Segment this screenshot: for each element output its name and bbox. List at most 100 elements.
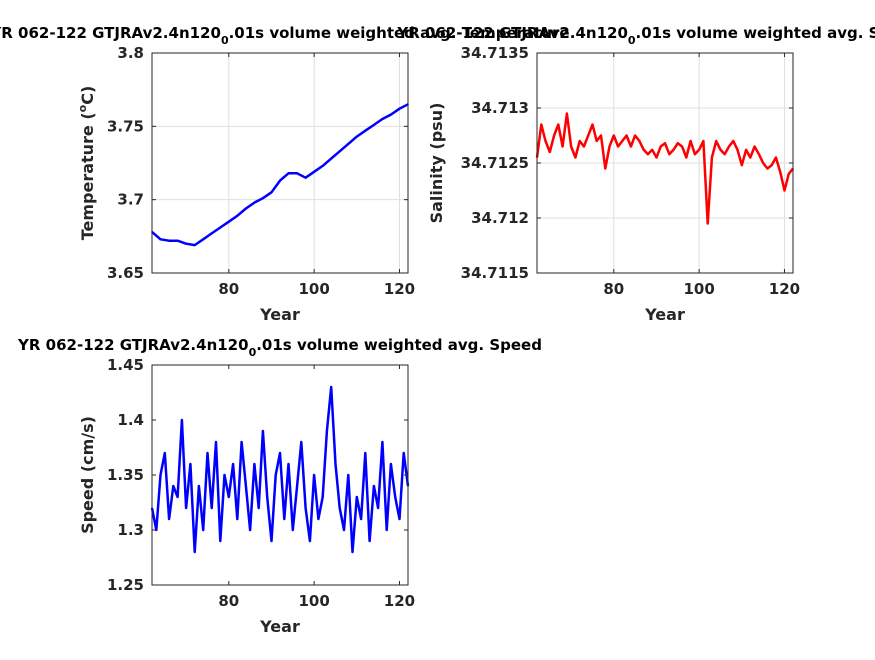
speed-point (240, 441, 243, 443)
temperature-point (304, 176, 307, 179)
temperature-title: YR 062-122 GTJRAv2.4n1200.01s volume wei… (0, 24, 570, 47)
salinity-title: YR 062-122 GTJRAv2.4n1200.01s volume wei… (396, 24, 875, 47)
speed-xtick-label: 120 (384, 592, 415, 610)
temperature-point (364, 129, 367, 132)
salinity-point (642, 149, 645, 151)
salinity-point (664, 142, 666, 144)
salinity-ticks: 80 100 120 34.7115 34.712 34.7125 34.713 34.713… (461, 44, 800, 298)
temperature-ytick-label: 3.75 (107, 117, 144, 135)
temperature-point (296, 172, 298, 175)
speed-xtick-label: 100 (298, 592, 329, 610)
speed-point (385, 529, 388, 531)
salinity-point (677, 142, 679, 144)
salinity-point (783, 189, 786, 192)
salinity-xtick-label: 80 (603, 280, 624, 298)
salinity-point (728, 145, 730, 148)
temperature-point (381, 118, 384, 120)
salinity-point (651, 149, 653, 151)
salinity-point (702, 140, 705, 142)
temperature-point (330, 157, 333, 160)
salinity-ytick-label: 34.7115 (461, 264, 529, 282)
salinity-point (630, 145, 632, 148)
salinity-point (574, 156, 577, 159)
speed-point (168, 518, 170, 520)
temperature-series (151, 103, 409, 247)
speed-point (189, 463, 192, 465)
temperature-point (210, 232, 213, 235)
temperature-panel: 80 100 120 3.65 3.7 3.75 3.8 YR 062-122 GTJRAv… (0, 24, 570, 324)
speed-point (215, 441, 217, 443)
salinity-point (719, 149, 722, 151)
temperature-ticks: 80 100 120 3.65 3.7 3.75 3.8 (107, 44, 415, 298)
temperature-point (176, 239, 179, 242)
salinity-ytick-label: 34.713 (471, 99, 529, 117)
salinity-point (758, 153, 760, 155)
salinity-point (745, 149, 747, 151)
speed-ytick-label: 1.25 (107, 576, 144, 594)
speed-point (210, 507, 213, 509)
temperature-point (185, 242, 187, 245)
speed-point (206, 452, 209, 454)
temperature-point (373, 124, 375, 126)
speed-point (343, 529, 345, 531)
salinity-point (749, 156, 752, 159)
salinity-point (553, 134, 555, 137)
salinity-point (561, 145, 564, 148)
salinity-point (762, 162, 764, 164)
salinity-xtick-label: 120 (769, 280, 800, 298)
speed-point (283, 518, 286, 520)
salinity-point (787, 173, 790, 175)
salinity-point (604, 167, 607, 170)
speed-point (249, 529, 251, 531)
salinity-point (723, 153, 726, 155)
speed-point (360, 518, 362, 520)
speed-title: YR 062-122 GTJRAv2.4n1200.01s volume wei… (17, 336, 542, 359)
temperature-point (202, 238, 204, 241)
speed-point (292, 529, 294, 531)
speed-point (398, 518, 401, 520)
salinity-xtick-label: 100 (683, 280, 714, 298)
salinity-ytick-label: 34.7125 (461, 154, 529, 172)
salinity-point (591, 123, 594, 126)
temperature-point (245, 207, 247, 210)
speed-ytick-label: 1.3 (117, 521, 144, 539)
speed-point (176, 496, 179, 498)
salinity-xlabel: Year (644, 305, 685, 324)
temperature-xlabel: Year (259, 305, 300, 324)
salinity-point (775, 156, 777, 159)
temperature-point (287, 172, 290, 175)
temperature-point (313, 171, 315, 173)
speed-ytick-label: 1.4 (117, 411, 144, 429)
temperature-point (270, 191, 273, 194)
speed-point (279, 452, 281, 454)
speed-point (321, 496, 324, 498)
salinity-point (544, 140, 547, 142)
speed-point (181, 419, 183, 421)
salinity-point (732, 140, 735, 142)
temperature-axes-box (151, 52, 409, 274)
speed-point (381, 441, 384, 443)
salinity-point (736, 149, 739, 151)
salinity-point (741, 164, 743, 166)
speed-point (253, 463, 256, 465)
speed-point (219, 540, 222, 542)
salinity-point (570, 145, 572, 148)
temperature-ytick-label: 3.7 (117, 191, 144, 209)
speed-point (304, 507, 307, 509)
salinity-point (689, 140, 692, 142)
speed-point (377, 507, 379, 509)
speed-point (313, 474, 315, 476)
speed-point (402, 452, 405, 454)
speed-ytick-label: 1.35 (107, 466, 144, 484)
salinity-point (600, 134, 602, 137)
speed-point (228, 496, 230, 498)
salinity-panel: 80 100 120 34.7115 34.712 34.7125 34.713 34.713… (396, 24, 875, 324)
speed-point (390, 463, 392, 465)
salinity-point (681, 145, 683, 148)
salinity-point (672, 149, 675, 151)
speed-point (257, 507, 260, 509)
temperature-point (398, 107, 401, 110)
salinity-point (625, 134, 628, 137)
salinity-point (595, 140, 598, 142)
